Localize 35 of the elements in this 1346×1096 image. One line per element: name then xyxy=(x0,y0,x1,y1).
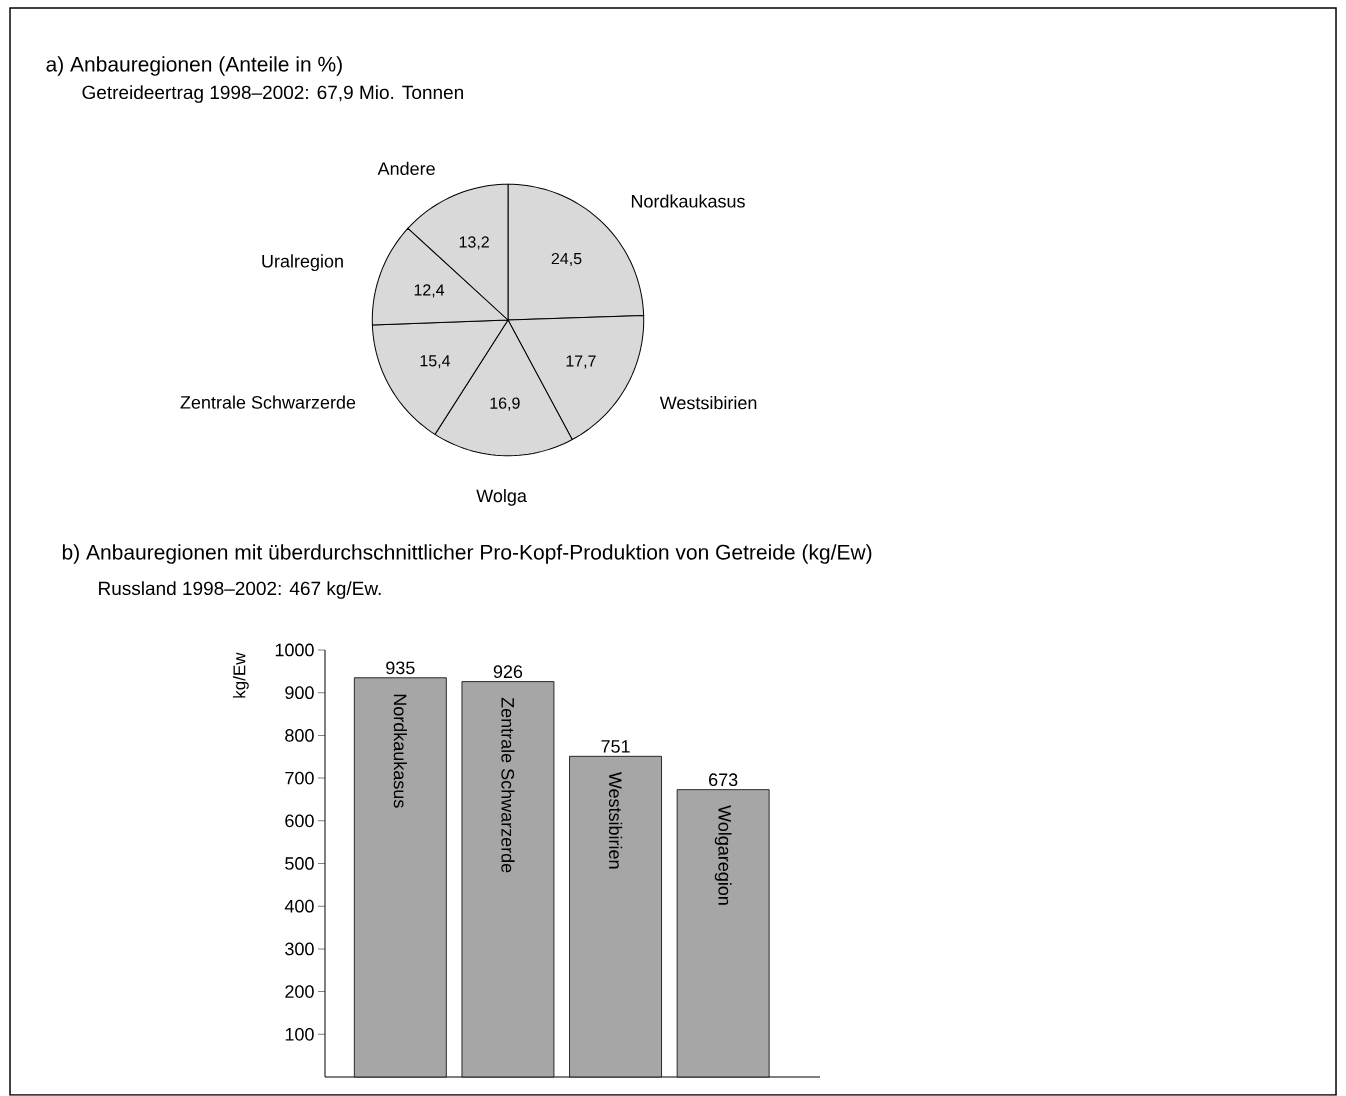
y-tick-label: 900 xyxy=(285,686,314,700)
y-tick-label: 400 xyxy=(284,899,314,913)
y-axis-title: kg/Ew xyxy=(232,652,249,698)
slice-label: Wolga xyxy=(476,489,527,506)
chart-subtitle: Getreideertrag 1998–2002: 67,9 Mio. Tonnen xyxy=(82,85,463,103)
chart-title: b) Anbauregionen mit überdurchschnittlicher Pro-Kopf-Produktion von Getreide (kg/Ew) xyxy=(62,544,872,564)
x-tick-label: Westsibirien xyxy=(608,772,623,869)
data-label: 673 xyxy=(709,773,738,787)
slice-label: Uralregion xyxy=(262,254,343,272)
chart-subtitle: Russland 1998–2002: 467 kg/Ew. xyxy=(99,581,381,599)
chart-title: a) Anbauregionen (Anteile in %) xyxy=(46,56,342,76)
x-tick-label: Zentrale Schwarzerde xyxy=(501,697,515,873)
data-label: 17,7 xyxy=(566,355,596,369)
data-label: 16,9 xyxy=(490,397,520,411)
y-tick-label: 1000 xyxy=(275,643,314,657)
slice-label: Nordkaukasus xyxy=(631,194,745,208)
data-label: 751 xyxy=(601,740,630,753)
y-tick-label: 200 xyxy=(285,985,314,999)
slice-label: Andere xyxy=(377,161,435,176)
data-label: 935 xyxy=(386,661,415,675)
data-label: 12,4 xyxy=(414,284,445,298)
x-tick-label: Wolgaregion xyxy=(714,805,732,905)
slice-label: Zentrale Schwarzerde xyxy=(180,395,356,409)
y-tick-label: 100 xyxy=(285,1028,314,1041)
y-tick-label: 500 xyxy=(285,857,314,870)
data-label: 15,4 xyxy=(420,355,451,369)
y-tick-label: 300 xyxy=(285,942,314,956)
y-tick-label: 600 xyxy=(285,814,314,828)
y-tick-label: 800 xyxy=(285,729,314,742)
x-tick-label: Nordkaukasus xyxy=(393,694,407,808)
data-label: 24,5 xyxy=(551,253,582,267)
data-label: 926 xyxy=(493,665,523,679)
slice-label: Westsibirien xyxy=(659,396,757,410)
data-label: 13,2 xyxy=(459,236,489,250)
y-tick-label: 700 xyxy=(285,771,314,785)
